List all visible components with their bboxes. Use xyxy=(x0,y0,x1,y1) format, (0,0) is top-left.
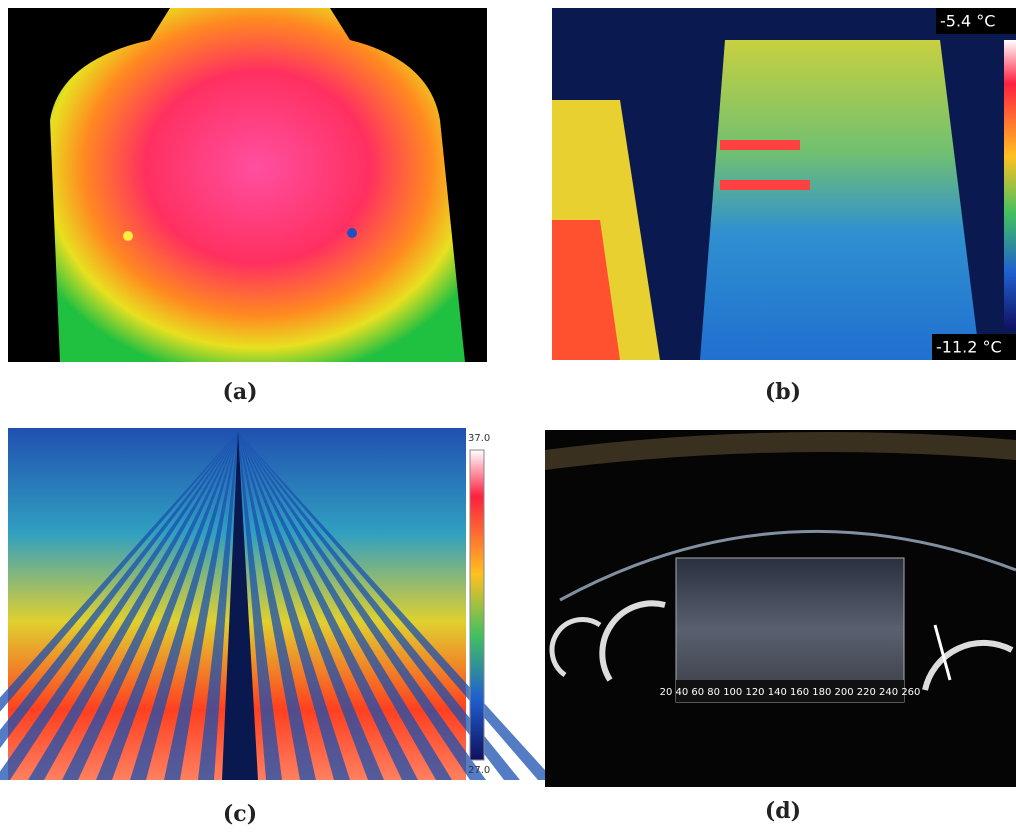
caption: (a) xyxy=(222,379,257,405)
scale-min: -11.2 °C xyxy=(936,338,1002,357)
speed-scale: 20 40 60 80 100 120 140 160 180 200 220 … xyxy=(660,687,921,698)
hot-stripe xyxy=(720,180,810,190)
cold-spot xyxy=(347,228,357,238)
caption: (b) xyxy=(765,379,801,405)
caption: (d) xyxy=(765,798,801,824)
caption: (c) xyxy=(223,801,257,827)
scale-max: 37.0 xyxy=(468,433,490,444)
color-bar xyxy=(470,450,484,760)
scale-min: 27.0 xyxy=(468,765,490,776)
thermal-wall xyxy=(700,40,980,360)
scale-max: -5.4 °C xyxy=(940,12,995,31)
panel-c: 37.0 27.0 (c) xyxy=(0,428,554,827)
panel-b: -5.4 °C -11.2 °C (b) xyxy=(552,8,1016,405)
panel-a: (a) xyxy=(8,8,487,405)
hot-stripe xyxy=(720,140,800,150)
figure: (a) -5.4 °C -11.2 °C (b) 37.0 27.0 (c) 2… xyxy=(0,0,1016,832)
color-bar xyxy=(1004,40,1016,330)
panel-d: 20 40 60 80 100 120 140 160 180 200 220 … xyxy=(545,430,1016,824)
hot-spot xyxy=(123,231,133,241)
